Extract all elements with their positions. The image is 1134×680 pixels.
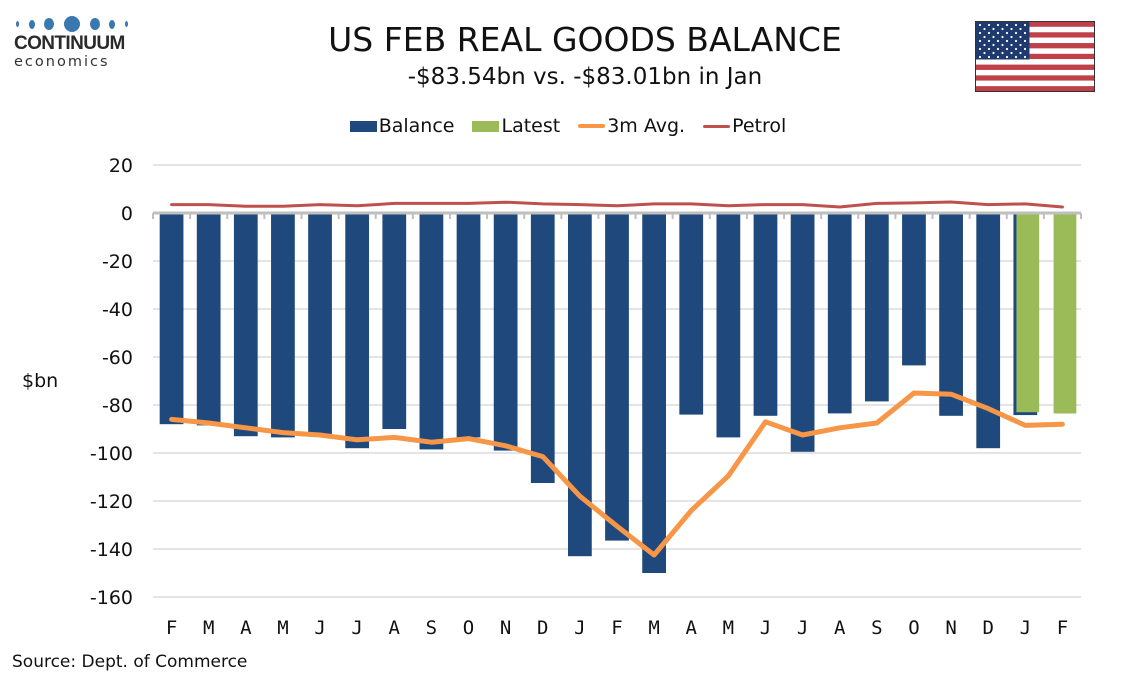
x-tick-label: D <box>537 617 548 639</box>
bar-balance <box>642 213 666 573</box>
x-tick-label: F <box>166 617 177 639</box>
bar-balance <box>568 213 592 557</box>
bar-balance <box>827 213 852 414</box>
bar-balance <box>159 213 184 425</box>
bar-balance <box>308 213 332 437</box>
bar-balance <box>790 213 815 452</box>
legend-item-balance: Balance <box>349 115 455 137</box>
y-tick-label: -20 <box>102 251 133 273</box>
legend-item-petrol: Petrol <box>703 115 786 137</box>
bar-balance <box>716 213 741 438</box>
logo-dots-icon <box>14 16 130 32</box>
bar-balance <box>271 213 295 438</box>
bar-balance <box>976 213 1001 449</box>
x-tick-label: M <box>723 617 734 639</box>
legend: Balance Latest 3m Avg. Petrol <box>0 115 1134 137</box>
x-tick-label: J <box>1020 617 1031 639</box>
bar-balance <box>382 213 407 429</box>
source-note: Source: Dept. of Commerce <box>12 652 248 672</box>
x-tick-label: O <box>463 617 474 639</box>
y-axis-label: $bn <box>22 370 59 392</box>
y-tick-label: -40 <box>102 299 133 321</box>
bar-latest <box>1016 213 1040 413</box>
bar-latest <box>1053 213 1077 414</box>
x-tick-label: N <box>500 617 511 639</box>
y-tick-label: -160 <box>90 587 133 609</box>
x-tick-label: J <box>574 617 585 639</box>
legend-item-3m-avg: 3m Avg. <box>578 115 685 137</box>
bar-balance <box>902 213 926 366</box>
x-tick-label: N <box>945 617 956 639</box>
legend-label-3m-avg: 3m Avg. <box>607 115 686 137</box>
x-tick-label: J <box>797 617 808 639</box>
x-tick-label: A <box>834 617 846 639</box>
logo: CONTINUUM economics <box>14 16 130 70</box>
line-petrol <box>170 200 1064 209</box>
legend-swatch-3m-avg <box>578 124 606 128</box>
legend-label-petrol: Petrol <box>732 115 787 137</box>
bar-balance <box>679 213 704 415</box>
x-tick-label: D <box>982 617 993 639</box>
x-tick-label: S <box>426 617 437 639</box>
legend-item-latest: Latest <box>472 115 560 137</box>
legend-label-latest: Latest <box>501 115 561 137</box>
y-tick-label: -140 <box>90 539 133 561</box>
bar-balance <box>456 213 481 438</box>
bar-balance <box>753 213 778 416</box>
x-tick-label: F <box>1057 617 1068 639</box>
bar-balance <box>939 213 963 416</box>
bar-balance <box>345 213 370 449</box>
x-tick-label: S <box>871 617 882 639</box>
chart-subtitle: -$83.54bn vs. -$83.01bn in Jan <box>407 64 763 90</box>
x-tick-label: J <box>351 617 362 639</box>
logo-subtitle: economics <box>14 54 110 70</box>
us-flag-icon <box>975 21 1095 92</box>
bar-balance <box>419 213 444 450</box>
x-tick-label: J <box>760 617 771 639</box>
bar-balance <box>493 213 518 451</box>
x-tick-label: O <box>908 617 919 639</box>
x-tick-label: F <box>611 617 622 639</box>
x-tick-label: A <box>389 617 401 639</box>
chart-title: US FEB REAL GOODS BALANCE <box>328 20 842 59</box>
legend-swatch-balance <box>349 120 377 132</box>
x-tick-label: J <box>314 617 325 639</box>
legend-swatch-petrol <box>703 124 731 128</box>
legend-swatch-latest <box>472 120 500 132</box>
y-tick-label: -120 <box>90 491 133 513</box>
bar-balance <box>605 213 629 541</box>
x-tick-label: M <box>203 617 214 639</box>
x-tick-label: M <box>277 617 288 639</box>
legend-label-balance: Balance <box>378 115 455 137</box>
bar-balance <box>233 213 258 437</box>
bar-balance <box>530 213 555 483</box>
y-tick-label: 0 <box>121 203 133 225</box>
y-tick-label: -100 <box>90 443 133 465</box>
logo-name: CONTINUUM <box>14 33 125 54</box>
y-tick-label: 20 <box>109 155 133 177</box>
y-tick-label: -80 <box>102 395 133 417</box>
x-tick-label: A <box>686 617 698 639</box>
bar-balance <box>196 213 221 426</box>
x-tick-label: M <box>648 617 659 639</box>
bar-balance <box>864 213 889 402</box>
x-tick-label: A <box>240 617 252 639</box>
y-tick-label: -60 <box>102 347 133 369</box>
